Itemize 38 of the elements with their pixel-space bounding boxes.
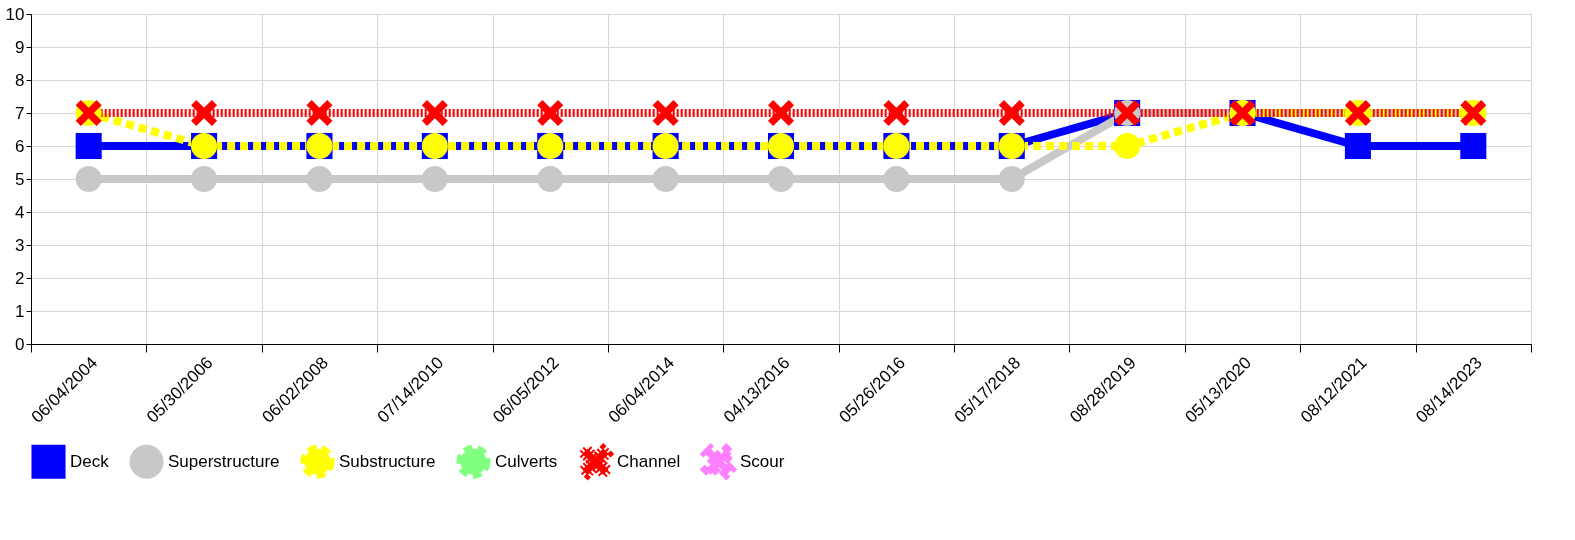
legend-label: Channel	[617, 451, 681, 471]
y-tick-label: 5	[15, 169, 25, 189]
point	[421, 165, 448, 193]
point	[652, 165, 679, 193]
y-tick-label: 10	[5, 4, 25, 24]
point	[1114, 132, 1141, 160]
y-tick-label: 2	[15, 268, 25, 288]
point	[883, 99, 910, 127]
point	[75, 165, 102, 193]
point	[75, 132, 102, 160]
y-tick-label: 7	[15, 103, 25, 123]
point	[767, 99, 795, 127]
legend-label: Substructure	[339, 451, 436, 471]
point	[191, 99, 218, 127]
legend-label: Scour	[740, 451, 785, 471]
point	[767, 165, 795, 193]
point	[1344, 132, 1371, 160]
point	[537, 99, 564, 127]
point	[306, 99, 333, 127]
point	[998, 165, 1025, 193]
point	[1460, 132, 1487, 160]
point	[883, 165, 910, 193]
point	[306, 165, 333, 193]
y-tick-label: 9	[15, 37, 25, 57]
point	[537, 165, 564, 193]
legend-label: Superstructure	[168, 451, 280, 471]
y-tick-label: 3	[15, 235, 25, 255]
legend-label: Culverts	[495, 451, 558, 471]
point	[998, 99, 1025, 127]
legend-label: Deck	[70, 451, 110, 471]
y-tick-label: 8	[15, 70, 25, 90]
point	[421, 99, 448, 127]
y-tick-label: 1	[15, 301, 25, 321]
point	[652, 99, 679, 127]
y-tick-label: 0	[15, 334, 25, 354]
y-tick-label: 4	[15, 202, 25, 222]
point	[191, 165, 218, 193]
y-tick-label: 6	[15, 136, 25, 156]
